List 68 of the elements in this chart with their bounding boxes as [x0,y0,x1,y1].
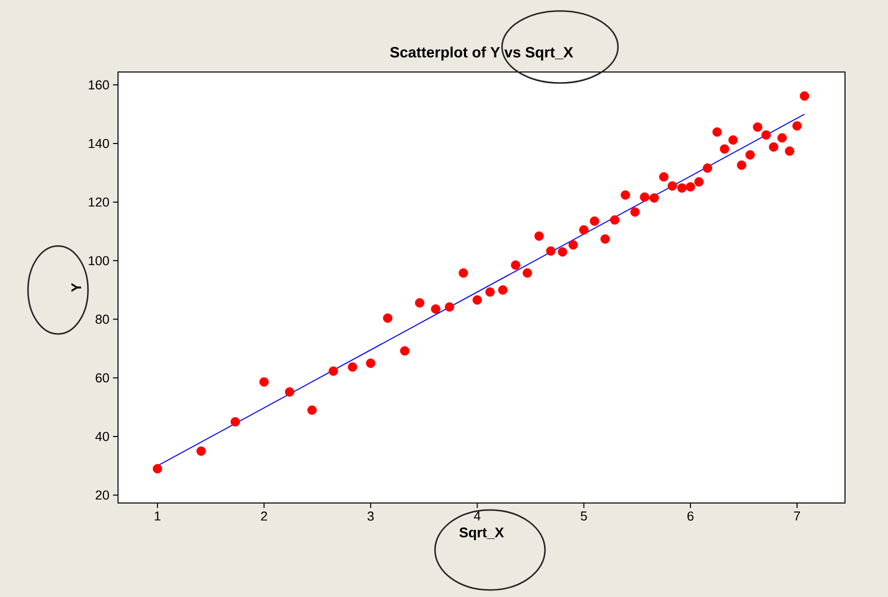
point [400,346,410,356]
point [610,215,620,225]
point [307,405,317,415]
point [720,144,730,154]
point [383,313,392,323]
point [777,133,787,143]
point [485,287,495,297]
point [444,302,454,312]
point [430,304,440,314]
x-tick-label: 6 [687,512,694,521]
point [620,190,630,200]
point [196,446,206,456]
x-tick-label: 4 [474,512,480,520]
point [712,127,722,137]
point [745,150,755,160]
point [568,240,578,250]
point [668,181,678,191]
point [328,366,338,376]
point [686,182,696,192]
y-tick-label: 100 [88,256,109,266]
point [558,247,568,257]
point [761,130,771,140]
point [458,268,468,278]
point [284,387,294,397]
point [784,146,794,156]
point [792,121,802,131]
point [728,135,738,145]
point [510,260,520,270]
point [736,160,746,170]
x-axis-title: Sqrt_X [459,528,504,540]
point [230,417,240,427]
point [152,464,162,474]
y-tick-label: 40 [95,432,109,442]
point [650,193,659,203]
point [677,183,687,193]
point [366,358,376,368]
y-tick-label: 160 [88,80,109,90]
x-tick-label: 7 [794,512,800,520]
point [414,298,424,308]
point [600,234,610,244]
chart-title: Scatterplot of Y vs Sqrt_X [390,46,574,60]
x-tick-label: 2 [261,512,267,521]
y-tick-label: 60 [96,373,109,382]
point [640,192,650,202]
point [472,295,482,305]
point [630,207,640,217]
point [590,216,600,226]
y-tick-label: 20 [96,490,109,500]
point [259,377,269,387]
point [498,285,508,295]
point [522,268,532,278]
point [579,225,589,235]
y-axis-title: Y [71,283,82,292]
point [534,231,544,241]
point [800,91,810,101]
point [768,142,778,152]
x-tick-label: 5 [580,512,587,521]
point [702,163,712,173]
y-tick-label: 140 [88,138,109,148]
point [546,246,556,256]
y-tick-label: 120 [88,197,109,207]
y-tick-label: 80 [96,314,109,324]
x-tick-label: 3 [368,512,374,521]
point [348,362,358,372]
point [694,177,704,187]
point [659,172,668,182]
x-tick-label: 1 [154,512,160,520]
point [752,122,762,132]
